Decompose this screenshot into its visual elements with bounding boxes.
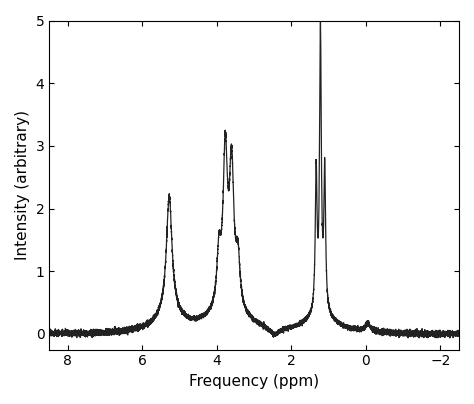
- Y-axis label: Intensity (arbitrary): Intensity (arbitrary): [15, 110, 30, 260]
- X-axis label: Frequency (ppm): Frequency (ppm): [189, 374, 319, 389]
